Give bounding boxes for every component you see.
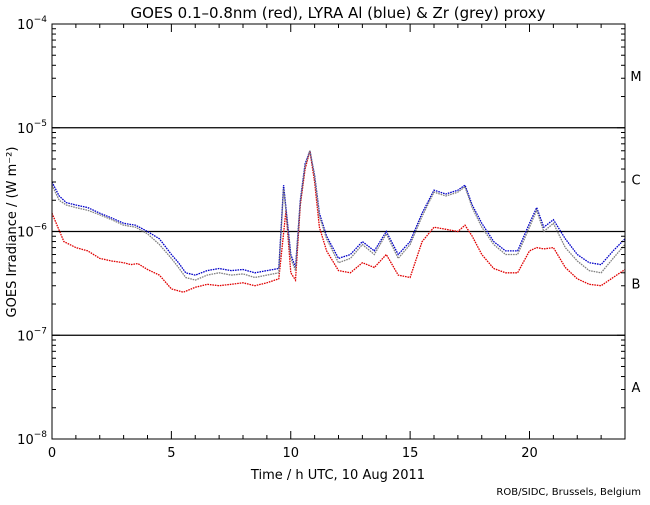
x-tick-label: 0 <box>48 446 56 461</box>
y-axis-ticks: 10−8 10−7 10−6 10−5 10−4 <box>17 15 625 448</box>
flare-class-label: B <box>632 277 641 292</box>
credit-text: ROB/SIDC, Brussels, Belgium <box>496 487 641 498</box>
flare-class-label: A <box>632 381 641 396</box>
flare-class-label: C <box>631 174 640 189</box>
y-tick-label: 10−8 <box>17 430 47 448</box>
series-line <box>51 150 626 281</box>
x-axis-title: Time / h UTC, 10 Aug 2011 <box>250 468 425 483</box>
y-tick-label: 10−7 <box>17 326 47 344</box>
y-tick-label: 10−6 <box>17 223 47 241</box>
x-axis-ticks: 0 5 10 15 20 <box>48 24 626 461</box>
x-tick-label: 5 <box>167 446 175 461</box>
x-tick-label: 20 <box>521 446 538 461</box>
y-axis-title: GOES Irradiance / (W m⁻²) <box>5 147 20 318</box>
series-line <box>51 150 626 293</box>
data-series <box>51 148 626 293</box>
x-tick-label: 15 <box>402 446 419 461</box>
flare-class-labels: A B C M <box>630 70 641 396</box>
flare-class-label: M <box>630 70 641 85</box>
y-tick-label: 10−4 <box>17 15 47 33</box>
y-tick-label: 10−5 <box>17 119 47 137</box>
reference-lines <box>52 127 625 336</box>
chart-title: GOES 0.1–0.8nm (red), LYRA Al (blue) & Z… <box>130 4 545 22</box>
series-line <box>51 148 626 276</box>
x-tick-label: 10 <box>282 446 299 461</box>
